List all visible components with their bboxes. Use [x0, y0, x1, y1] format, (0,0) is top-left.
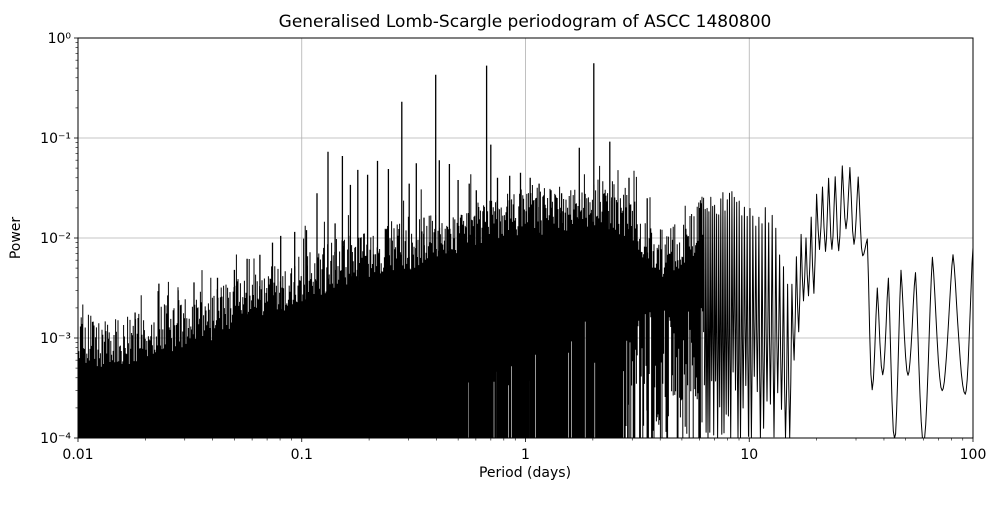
- x-tick-label: 10: [740, 447, 758, 463]
- plot-frame: [77, 37, 974, 439]
- tail-oscillation-curve: [703, 165, 974, 439]
- x-tick-label: 0.1: [291, 447, 313, 463]
- chart-title: Generalised Lomb-Scargle periodogram of …: [279, 12, 772, 32]
- x-axis-label: Period (days): [479, 465, 571, 481]
- x-tick-label: 100: [960, 447, 987, 463]
- x-tick-label: 1: [521, 447, 530, 463]
- y-tick-label: 10⁻¹: [40, 131, 71, 147]
- y-axis-label: Power: [8, 217, 24, 260]
- y-tick-label: 10⁻³: [40, 331, 71, 347]
- x-tick-label: 0.01: [62, 447, 93, 463]
- tick-labels: 0.01 0.1 1 10 100 10⁰ 10⁻¹ 10⁻² 10⁻³ 10⁻⁴: [40, 31, 986, 463]
- y-tick-label: 10⁰: [48, 31, 72, 47]
- y-tick-label: 10⁻⁴: [40, 431, 71, 447]
- peak-spikes: [134, 63, 648, 438]
- y-tick-label: 10⁻²: [40, 231, 71, 247]
- data-series: [77, 63, 974, 439]
